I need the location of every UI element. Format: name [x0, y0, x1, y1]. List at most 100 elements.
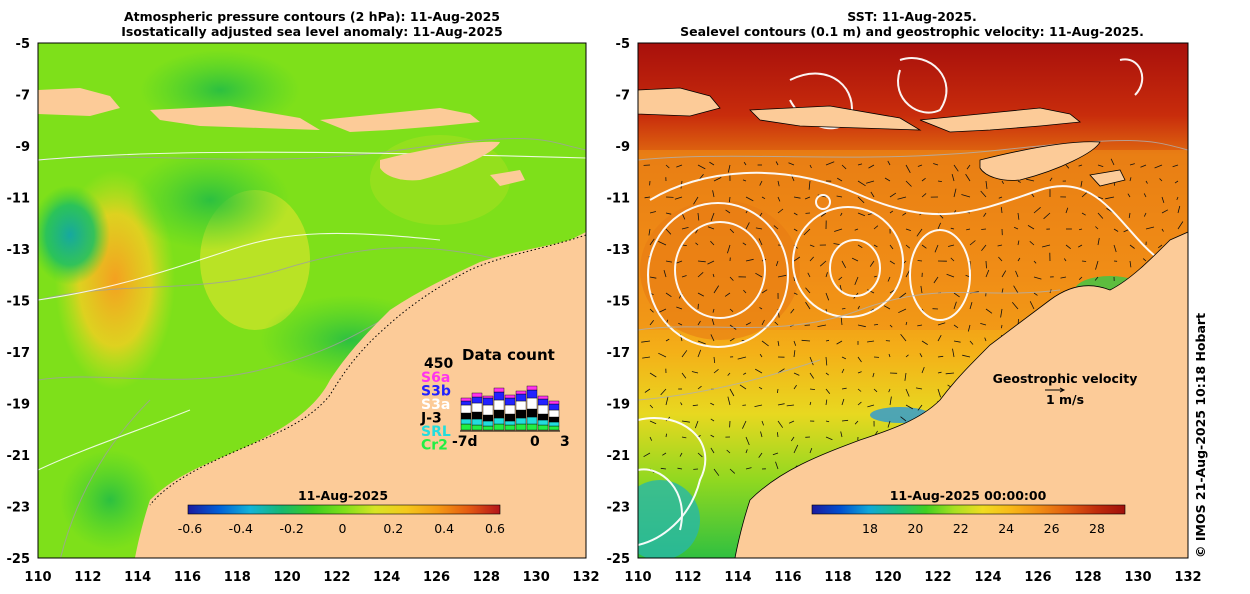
data-count-bar-segment	[505, 414, 515, 421]
data-count-bar-segment	[538, 399, 548, 405]
data-count-bar-segment	[538, 425, 548, 430]
data-count-xlabel-start: -7d	[452, 434, 478, 450]
left-lon-label-5: 120	[274, 570, 301, 585]
right-lat-axis: -5-7-9-11-13-15-17-19-21-23-25	[607, 37, 631, 567]
data-count-bar-segment	[483, 405, 493, 415]
data-count-bar-segment	[538, 420, 548, 425]
right-colorbar-tick-1: 20	[907, 521, 923, 536]
data-count-bar-segment	[461, 405, 471, 413]
left-colorbar-tick-5: 0.4	[434, 521, 454, 536]
left-title-line1: Atmospheric pressure contours (2 hPa): 1…	[124, 9, 500, 24]
data-count-xlabel-end: 3	[560, 434, 570, 450]
left-lat-label-10: -25	[7, 552, 31, 567]
right-lat-label-0: -5	[616, 37, 630, 52]
data-count-bar-segment	[494, 400, 504, 410]
left-lat-label-8: -21	[7, 449, 31, 464]
right-colorbar-tick-5: 28	[1089, 521, 1105, 536]
left-lat-label-0: -5	[16, 37, 30, 52]
right-lat-label-3: -11	[607, 192, 631, 207]
left-colorbar-tick-6: 0.6	[485, 521, 505, 536]
right-lat-label-8: -21	[607, 449, 631, 464]
left-lon-label-9: 128	[473, 570, 500, 585]
credit-text: © IMOS 21-Aug-2025 10:18 Hobart	[1193, 313, 1208, 558]
data-count-bar-segment	[494, 392, 504, 400]
data-count-bar-segment	[461, 424, 471, 430]
right-lon-label-11: 132	[1174, 570, 1201, 585]
data-count-bar-segment	[527, 398, 537, 409]
data-count-bar-segment	[516, 418, 526, 424]
data-count-bar-segment	[472, 425, 482, 430]
data-count-bar-segment	[505, 405, 515, 414]
left-lat-label-6: -17	[7, 346, 31, 361]
data-count-bar-segment	[505, 398, 515, 405]
data-count-bar-segment	[472, 412, 482, 419]
right-title-line2: Sealevel contours (0.1 m) and geostrophi…	[680, 24, 1144, 39]
left-lon-label-2: 114	[124, 570, 151, 585]
data-count-bar-segment	[516, 424, 526, 430]
data-count-title: Data count	[462, 346, 555, 364]
data-count-bar-segment	[516, 391, 526, 394]
data-count-bar-segment	[538, 405, 548, 414]
right-colorbar-tick-2: 22	[953, 521, 969, 536]
right-lat-label-2: -9	[616, 140, 630, 155]
left-lat-label-2: -9	[16, 140, 30, 155]
left-anomaly-low	[30, 185, 110, 285]
left-lat-label-1: -7	[16, 89, 30, 104]
data-count-bar-segment	[505, 425, 515, 430]
data-count-bar-segment	[461, 413, 471, 419]
right-lon-label-1: 112	[674, 570, 701, 585]
data-count-bar-segment	[549, 401, 559, 404]
data-count-bar-segment	[494, 424, 504, 430]
right-lon-label-0: 110	[624, 570, 651, 585]
right-colorbar-tick-4: 26	[1044, 521, 1060, 536]
data-count-bar-segment	[516, 394, 526, 401]
data-count-bar-segment	[472, 419, 482, 425]
right-lon-label-2: 114	[724, 570, 751, 585]
left-colorbar-tick-2: -0.2	[279, 521, 303, 536]
left-lat-label-7: -19	[7, 398, 31, 413]
right-map	[620, 43, 1188, 560]
data-count-bar-segment	[461, 401, 471, 405]
left-map	[30, 43, 586, 560]
left-colorbar-tick-3: 0	[339, 521, 347, 536]
right-colorbar-tick-0: 18	[862, 521, 878, 536]
data-count-bar-segment	[483, 415, 493, 421]
left-title-line2: Isostatically adjusted sea level anomaly…	[121, 24, 502, 39]
right-colorbar-tick-3: 24	[998, 521, 1014, 536]
left-colorbar-tick-1: -0.4	[229, 521, 253, 536]
left-lon-label-4: 118	[224, 570, 251, 585]
data-count-bar-segment	[516, 401, 526, 410]
data-count-bar-segment	[549, 417, 559, 422]
data-count-bar-segment	[527, 409, 537, 417]
data-count-bar-segment	[483, 421, 493, 426]
data-count-bar-segment	[505, 395, 515, 398]
right-lat-label-7: -19	[607, 398, 631, 413]
left-lat-label-4: -13	[7, 243, 31, 258]
left-colorbar-title: 11-Aug-2025	[298, 488, 388, 503]
data-count-bar-segment	[527, 424, 537, 430]
right-lon-label-9: 128	[1074, 570, 1101, 585]
data-count-bar-segment	[516, 410, 526, 418]
right-lat-label-10: -25	[607, 552, 631, 567]
right-colorbar-title: 11-Aug-2025 00:00:00	[890, 488, 1047, 503]
data-count-bar-segment	[483, 426, 493, 430]
data-count-bar-segment	[483, 396, 493, 398]
right-lat-label-9: -23	[607, 501, 631, 516]
right-lat-label-1: -7	[616, 89, 630, 104]
left-colorbar-tick-4: 0.2	[383, 521, 403, 536]
right-colorbar-bar	[812, 505, 1125, 514]
data-count-xlabel-zero: 0	[530, 434, 540, 450]
right-lat-label-6: -17	[607, 346, 631, 361]
left-lon-label-0: 110	[24, 570, 51, 585]
data-count-bar-segment	[472, 403, 482, 412]
left-lat-axis: -5-7-9-11-13-15-17-19-21-23-25	[7, 37, 31, 567]
velocity-legend-title: Geostrophic velocity	[993, 371, 1138, 386]
data-count-bar-segment	[494, 388, 504, 392]
right-lon-label-4: 118	[824, 570, 851, 585]
left-lon-label-3: 116	[174, 570, 201, 585]
left-lat-label-5: -15	[7, 295, 31, 310]
